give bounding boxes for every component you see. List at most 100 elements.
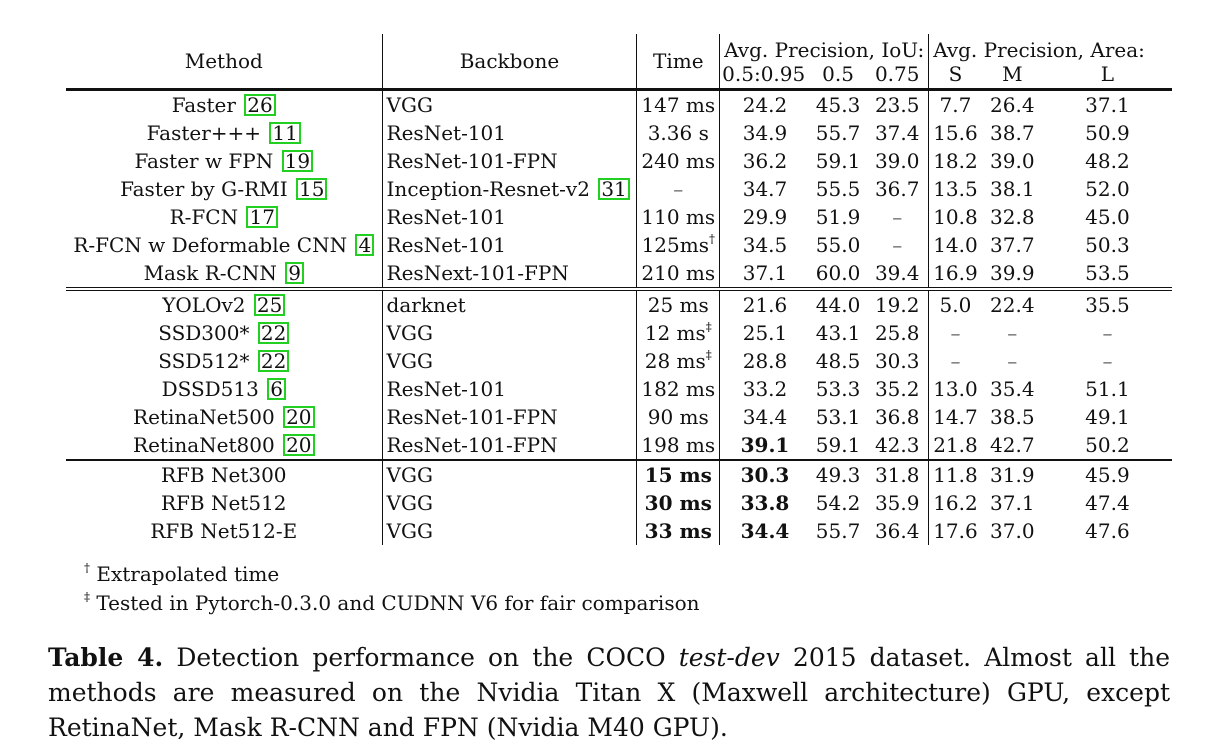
header-row-2: 0.5:0.95 0.5 0.75 S M L [66, 60, 1172, 91]
citation-link[interactable]: 9 [285, 262, 304, 284]
citation-link[interactable]: 20 [283, 406, 315, 428]
ap-medium-cell: 35.4 [982, 375, 1043, 403]
time-cell: 3.36 s [636, 119, 721, 147]
footnote: ‡ Tested in Pytorch-0.3.0 and CUDNN V6 f… [84, 589, 700, 618]
citation-link[interactable]: 20 [283, 434, 315, 456]
ap-cell-text: 34.7 [742, 177, 788, 201]
ap-small-cell: 16.2 [929, 489, 982, 517]
citation-link[interactable]: 22 [257, 350, 290, 372]
ap75-cell: 39.0 [866, 147, 930, 175]
ap-cell: 34.5 [720, 231, 810, 259]
ap50-cell: 59.1 [810, 147, 866, 175]
table-body: Faster 26 VGG 147 ms 24.2 45.3 23.5 7.7 26.4 37.… [66, 89, 1172, 545]
method-cell: RetinaNet800 20 [66, 431, 383, 461]
ap50-cell-text: 55.7 [815, 121, 861, 145]
caption-text-after: 2015 dataset. Almost all the methods are… [48, 643, 1170, 742]
ap50-cell: 49.3 [810, 460, 866, 489]
ap-medium-cell: 38.5 [982, 403, 1043, 431]
ap-large-cell: 45.0 [1043, 203, 1172, 231]
ap50-cell-text: 54.2 [815, 491, 861, 515]
backbone-cell-text: ResNet-101 [386, 121, 506, 145]
time-cell-text: 110 ms [641, 205, 716, 229]
citation-link[interactable]: 22 [257, 322, 290, 344]
ap75-cell-text: 35.2 [874, 377, 920, 401]
table-row: Faster+++ 11 ResNet-101 3.36 s 34.9 55.7 37.4… [66, 119, 1172, 147]
time-cell: 12 ms‡ [636, 319, 721, 347]
ap50-cell: 48.5 [810, 347, 866, 375]
ap75-cell-text: 23.5 [874, 93, 920, 117]
backbone-cell: ResNet-101 [382, 203, 638, 231]
ap75-cell: 42.3 [866, 431, 930, 461]
backbone-cell-text: ResNet-101-FPN [386, 149, 558, 173]
ap-small-cell: 13.0 [929, 375, 982, 403]
ap-medium-cell-text: 37.1 [990, 491, 1035, 515]
ap75-cell-text: 39.4 [874, 261, 920, 285]
ap-cell: 25.1 [720, 319, 810, 347]
citation-link[interactable]: 19 [281, 150, 314, 172]
method-cell-text: RetinaNet800 [133, 433, 275, 457]
ap-small-cell: 15.6 [929, 119, 982, 147]
backbone-cell: VGG [382, 460, 638, 489]
ap50-cell: 59.1 [809, 431, 867, 461]
ap-large-cell: 47.4 [1043, 489, 1172, 517]
ap75-cell: 36.4 [866, 517, 930, 545]
citation-link[interactable]: 4 [355, 234, 375, 256]
ap75-cell-text: 39.0 [874, 149, 920, 173]
ap-small-cell-text: 14.7 [933, 405, 978, 429]
citation-link[interactable]: 25 [253, 294, 286, 316]
ap-small-cell: – [929, 347, 982, 375]
ap-small-cell: 16.9 [928, 259, 982, 291]
table-row: RetinaNet500 20 ResNet-101-FPN 90 ms 34.4 53… [66, 403, 1172, 431]
backbone-cell: VGG [382, 89, 638, 119]
ap-small-cell: 10.8 [929, 203, 982, 231]
footnote-text: Extrapolated time [96, 562, 280, 586]
ap50-cell: 44.0 [810, 289, 866, 319]
ap-large-cell: 50.3 [1043, 231, 1172, 259]
citation-link[interactable]: 31 [598, 178, 630, 200]
ap-medium-cell-text: 38.7 [990, 121, 1035, 145]
ap-medium-cell: 38.7 [982, 119, 1043, 147]
ap-medium-cell: 42.7 [981, 431, 1043, 461]
time-cell: – [636, 175, 721, 203]
citation-link[interactable]: 26 [244, 94, 276, 116]
ap-cell: 37.1 [719, 259, 810, 291]
method-cell: RetinaNet500 20 [66, 403, 383, 431]
ap75-cell: 39.4 [866, 259, 930, 291]
ap75-cell-text: 30.3 [874, 349, 920, 373]
method-cell: R-FCN w Deformable CNN 4 [66, 231, 383, 259]
backbone-cell: ResNet-101 [382, 375, 638, 403]
table-row: SSD300* 22 VGG 12 ms‡ 25.1 43.1 25.8– – – [66, 319, 1172, 347]
time-cell-text: 198 ms [641, 433, 716, 457]
ap-small-cell-text: 16.9 [933, 261, 978, 285]
ap-small-cell: 5.0 [929, 289, 982, 319]
citation-link[interactable]: 6 [267, 378, 286, 400]
ap-medium-cell-text: 22.4 [990, 293, 1035, 317]
header-m: M [981, 60, 1043, 91]
header-l: L [1042, 60, 1172, 91]
ap75-cell: 23.5 [866, 89, 930, 119]
ap-cell-text: 33.8 [740, 491, 790, 515]
table-row: R-FCN w Deformable CNN 4 ResNet-101 125ms†… [66, 231, 1172, 259]
backbone-cell: ResNet-101 [382, 119, 638, 147]
ap-cell: 24.2 [720, 90, 810, 120]
citation-link[interactable]: 15 [295, 178, 328, 200]
time-cell-text: 25 ms [647, 293, 709, 317]
ap75-cell: 37.4 [866, 119, 930, 147]
ap-cell-text: 29.9 [742, 205, 788, 229]
ap75-cell: 35.2 [866, 375, 930, 403]
method-cell: RFB Net512-E [66, 517, 383, 545]
backbone-cell-text: VGG [386, 491, 433, 515]
citation-link[interactable]: 11 [269, 122, 301, 144]
ap50-cell-text: 44.0 [815, 293, 861, 317]
method-cell: Mask R-CNN 9 [66, 259, 383, 291]
ap-cell: 33.2 [720, 375, 810, 403]
backbone-cell: ResNet-101-FPN [382, 403, 638, 431]
citation-link[interactable]: 17 [246, 206, 278, 228]
method-cell: SSD512* 22 [66, 347, 383, 375]
ap75-cell: 36.7 [866, 175, 930, 203]
backbone-cell-text: ResNet-101-FPN [386, 433, 558, 457]
ap-large-cell-text: 47.4 [1085, 491, 1130, 515]
time-cell-text: 90 ms [647, 405, 709, 429]
backbone-cell: Inception-Resnet-v2 31 [382, 175, 638, 203]
time-cell-text: 240 ms [641, 149, 716, 173]
